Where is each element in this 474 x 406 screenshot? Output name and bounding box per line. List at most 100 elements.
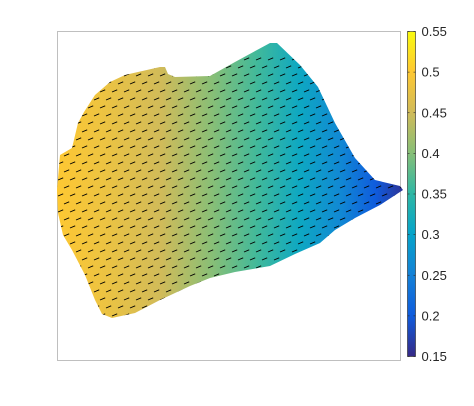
dash-mark [153, 113, 160, 117]
dash-mark [93, 97, 100, 101]
dash-mark [207, 217, 214, 221]
dash-mark [69, 241, 76, 245]
dash-mark [303, 121, 310, 125]
dash-mark [255, 105, 262, 109]
dash-mark [69, 209, 76, 213]
dash-mark [201, 145, 208, 149]
dash-mark [57, 169, 58, 173]
dash-mark [129, 289, 136, 293]
dash-mark [207, 169, 214, 173]
dash-mark [195, 121, 202, 125]
dash-mark [333, 129, 340, 133]
dash-mark [243, 201, 250, 205]
dash-mark [255, 169, 262, 173]
dash-mark [69, 193, 76, 197]
dash-mark [99, 169, 106, 173]
dash-mark [261, 81, 268, 85]
dash-mark [249, 177, 256, 181]
dash-mark [93, 241, 100, 245]
dash-mark [165, 289, 172, 293]
dash-mark [189, 145, 196, 149]
dash-mark [225, 81, 232, 85]
dash-mark [327, 121, 334, 125]
dash-mark [345, 209, 352, 213]
dash-mark [129, 97, 136, 101]
dash-mark [285, 193, 292, 197]
dash-mark [273, 193, 280, 197]
dash-mark [231, 89, 238, 93]
dash-mark [291, 185, 298, 189]
dash-mark [141, 145, 148, 149]
dash-mark [207, 233, 214, 237]
dash-mark [183, 201, 190, 205]
dash-mark [213, 129, 220, 133]
dash-mark [57, 217, 58, 221]
dash-mark [105, 289, 112, 293]
dash-mark [321, 209, 328, 213]
dash-mark [327, 153, 334, 157]
dash-mark [207, 265, 214, 269]
dash-mark [267, 217, 274, 221]
dash-mark [99, 201, 106, 205]
dash-mark [147, 121, 154, 125]
dash-mark [57, 121, 58, 125]
dash-mark [87, 169, 94, 173]
dash-mark [285, 97, 292, 101]
dash-mark [117, 81, 124, 85]
colorbar-tick-label: 0.4 [422, 146, 440, 161]
dash-mark [213, 209, 220, 213]
dash-mark [147, 169, 154, 173]
dash-mark [213, 257, 220, 261]
dash-mark [315, 153, 322, 157]
dash-mark [387, 185, 394, 189]
dash-mark [63, 153, 70, 157]
dash-mark [201, 257, 208, 261]
dash-mark [159, 105, 166, 109]
dash-mark [183, 121, 190, 125]
dash-mark [75, 137, 82, 141]
colorbar-tick-label: 0.45 [422, 105, 447, 120]
dash-mark [363, 185, 370, 189]
dash-mark [57, 137, 58, 141]
dash-mark [171, 265, 178, 269]
dash-mark [195, 233, 202, 237]
dash-mark [87, 249, 94, 253]
dash-mark [309, 113, 316, 117]
dash-mark [207, 185, 214, 189]
dash-mark [297, 225, 304, 229]
dash-mark [63, 233, 70, 237]
dash-mark [111, 281, 118, 285]
dash-mark [297, 81, 304, 85]
dash-mark [129, 145, 136, 149]
dash-mark [213, 241, 220, 245]
dash-mark [285, 65, 292, 69]
dash-mark [231, 217, 238, 221]
dash-mark [339, 185, 346, 189]
dash-mark [261, 193, 268, 197]
dash-mark [303, 169, 310, 173]
dash-mark [57, 185, 58, 189]
dash-mark [93, 145, 100, 149]
dash-mark [315, 137, 322, 141]
dash-mark [273, 177, 280, 181]
dash-mark [111, 217, 118, 221]
dash-mark [255, 89, 262, 93]
dash-mark [249, 81, 256, 85]
dash-mark [225, 161, 232, 165]
dash-mark [177, 257, 184, 261]
dash-mark [243, 185, 250, 189]
dash-mark [219, 153, 226, 157]
dash-mark [321, 225, 328, 229]
dash-mark [117, 145, 124, 149]
dash-mark [243, 249, 250, 253]
dash-mark [261, 177, 268, 181]
dash-mark [123, 281, 130, 285]
dash-mark [177, 145, 184, 149]
dash-mark [297, 241, 304, 245]
dash-mark [123, 217, 130, 221]
dash-mark [117, 225, 124, 229]
dash-mark [165, 81, 172, 85]
dash-mark [255, 185, 262, 189]
dash-mark [339, 217, 346, 221]
dash-mark [267, 201, 274, 205]
